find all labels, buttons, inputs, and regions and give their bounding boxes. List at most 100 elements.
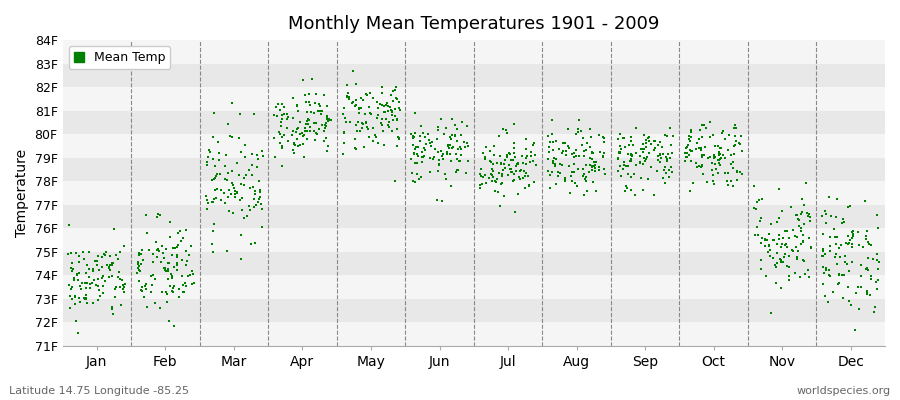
Point: [543, 172, 557, 178]
Point: [559, 148, 573, 154]
Point: [589, 162, 603, 168]
Point: [166, 288, 180, 295]
Point: [153, 305, 167, 311]
Point: [509, 163, 524, 169]
Point: [728, 142, 742, 148]
Point: [759, 273, 773, 280]
Point: [176, 289, 191, 295]
Point: [724, 161, 738, 167]
Point: [482, 148, 497, 154]
Point: [140, 304, 154, 310]
Point: [597, 150, 611, 156]
Point: [211, 170, 225, 177]
Point: [461, 143, 475, 149]
Point: [424, 143, 438, 149]
Point: [356, 121, 370, 128]
Point: [405, 133, 419, 139]
Point: [133, 287, 148, 294]
Point: [392, 135, 407, 142]
Point: [221, 194, 236, 200]
Point: [802, 235, 816, 241]
Point: [162, 260, 176, 267]
Point: [586, 150, 600, 156]
Point: [320, 134, 334, 141]
Point: [390, 143, 404, 150]
Point: [132, 268, 147, 274]
Point: [752, 197, 766, 203]
Point: [254, 201, 268, 207]
Point: [507, 145, 521, 151]
Point: [788, 233, 802, 240]
Point: [473, 166, 488, 172]
Point: [411, 153, 426, 159]
Point: [507, 157, 521, 163]
Point: [248, 240, 262, 246]
Point: [78, 270, 93, 276]
Point: [142, 247, 157, 253]
Point: [860, 228, 874, 234]
Point: [228, 188, 242, 195]
Point: [834, 241, 849, 248]
Point: [815, 264, 830, 270]
Point: [519, 146, 534, 152]
Point: [750, 223, 764, 230]
Point: [297, 92, 311, 98]
Point: [610, 155, 625, 162]
Point: [438, 171, 453, 178]
Point: [369, 134, 383, 141]
Point: [518, 170, 533, 176]
Point: [707, 181, 722, 187]
Point: [626, 170, 641, 177]
Point: [224, 168, 238, 174]
Point: [107, 226, 122, 232]
Point: [230, 189, 244, 195]
Point: [148, 239, 163, 246]
Point: [837, 218, 851, 225]
Point: [317, 128, 331, 134]
Point: [688, 146, 703, 152]
Point: [634, 146, 648, 153]
Point: [548, 181, 562, 187]
Point: [758, 236, 772, 243]
Point: [234, 195, 248, 202]
Point: [817, 251, 832, 257]
Point: [427, 154, 441, 160]
Point: [244, 241, 258, 248]
Point: [485, 165, 500, 172]
Point: [793, 274, 807, 281]
Point: [86, 300, 101, 306]
Point: [225, 180, 239, 186]
Point: [280, 116, 294, 122]
Point: [706, 132, 720, 138]
Point: [711, 156, 725, 163]
Point: [346, 99, 360, 106]
Point: [473, 173, 488, 179]
Point: [870, 250, 885, 257]
Point: [725, 158, 740, 165]
Point: [772, 214, 787, 221]
Point: [620, 185, 634, 191]
Point: [545, 138, 560, 145]
Point: [410, 143, 425, 150]
Point: [319, 120, 333, 126]
Point: [653, 138, 668, 145]
Point: [179, 248, 194, 254]
Point: [451, 146, 465, 153]
Point: [184, 268, 199, 274]
Point: [815, 246, 830, 252]
Point: [625, 158, 639, 164]
Point: [307, 128, 321, 135]
Point: [227, 185, 241, 192]
Point: [298, 128, 312, 135]
Point: [460, 158, 474, 164]
Point: [819, 211, 833, 217]
Point: [165, 275, 179, 281]
Point: [384, 92, 399, 98]
Point: [612, 150, 626, 156]
Point: [634, 160, 648, 166]
Point: [845, 233, 859, 240]
Point: [637, 146, 652, 152]
Point: [662, 167, 676, 173]
Point: [383, 106, 398, 113]
Point: [644, 164, 659, 170]
